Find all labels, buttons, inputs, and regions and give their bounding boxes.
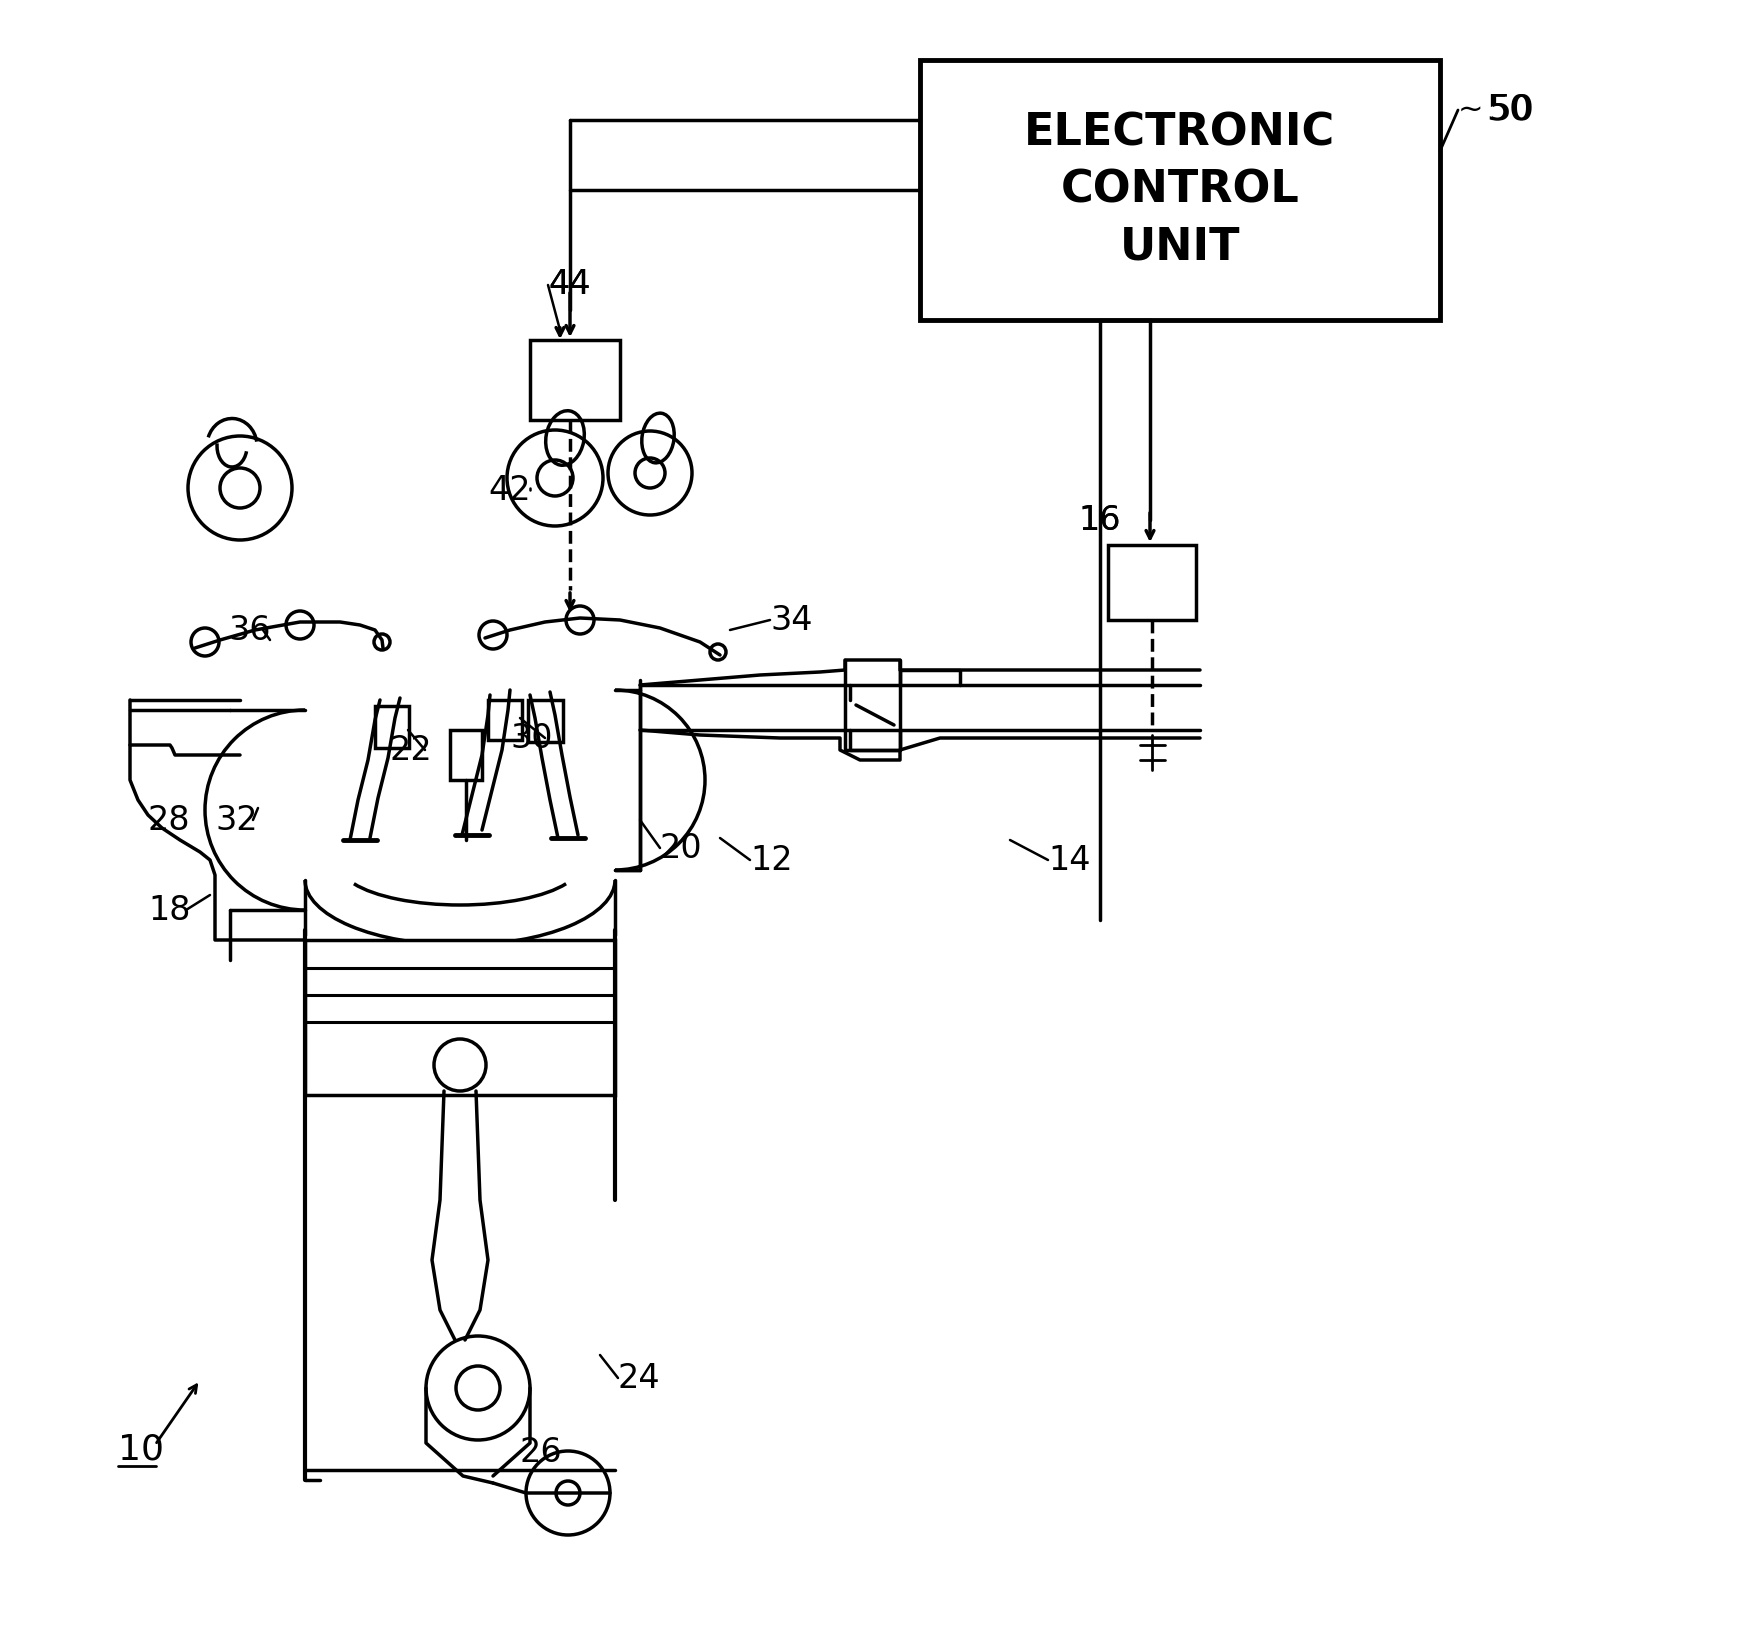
Bar <box>449 730 482 780</box>
Circle shape <box>635 459 664 488</box>
Circle shape <box>526 1451 610 1536</box>
Text: 42: 42 <box>488 473 531 506</box>
Circle shape <box>374 633 390 650</box>
Circle shape <box>287 610 315 640</box>
Circle shape <box>191 628 218 656</box>
Text: 16: 16 <box>1079 504 1120 537</box>
Bar <box>1108 545 1196 620</box>
Circle shape <box>220 468 260 508</box>
Text: 22: 22 <box>390 733 434 767</box>
Text: 30: 30 <box>510 721 552 754</box>
Text: 50: 50 <box>1488 93 1535 127</box>
Bar <box>376 707 409 747</box>
Text: 24: 24 <box>619 1361 661 1394</box>
Bar <box>530 339 621 419</box>
Circle shape <box>434 1040 486 1092</box>
Text: ~: ~ <box>1458 96 1484 124</box>
Circle shape <box>507 429 603 526</box>
Text: 36: 36 <box>227 614 271 646</box>
Circle shape <box>427 1337 530 1439</box>
Text: 28: 28 <box>149 803 191 837</box>
Circle shape <box>566 605 594 633</box>
Text: 34: 34 <box>771 604 813 636</box>
Circle shape <box>608 431 692 516</box>
Circle shape <box>537 460 573 496</box>
Text: 18: 18 <box>149 893 191 927</box>
Text: 26: 26 <box>519 1436 563 1469</box>
Text: 20: 20 <box>661 831 703 865</box>
Circle shape <box>189 436 292 540</box>
Text: 32: 32 <box>215 803 257 837</box>
Text: ELECTRONIC
CONTROL
UNIT: ELECTRONIC CONTROL UNIT <box>1024 113 1335 268</box>
Bar <box>919 60 1440 320</box>
Text: 16: 16 <box>1079 504 1120 537</box>
Circle shape <box>556 1480 580 1505</box>
Circle shape <box>710 645 725 659</box>
Text: 44: 44 <box>549 269 591 302</box>
Text: 50: 50 <box>1486 93 1531 127</box>
Circle shape <box>479 622 507 650</box>
Text: 14: 14 <box>1049 844 1091 876</box>
Text: 44: 44 <box>549 269 591 302</box>
Circle shape <box>456 1366 500 1410</box>
Bar <box>528 700 563 743</box>
Bar <box>304 940 615 1095</box>
Text: 10: 10 <box>119 1433 164 1467</box>
Bar <box>488 700 523 739</box>
Text: 12: 12 <box>750 844 792 876</box>
